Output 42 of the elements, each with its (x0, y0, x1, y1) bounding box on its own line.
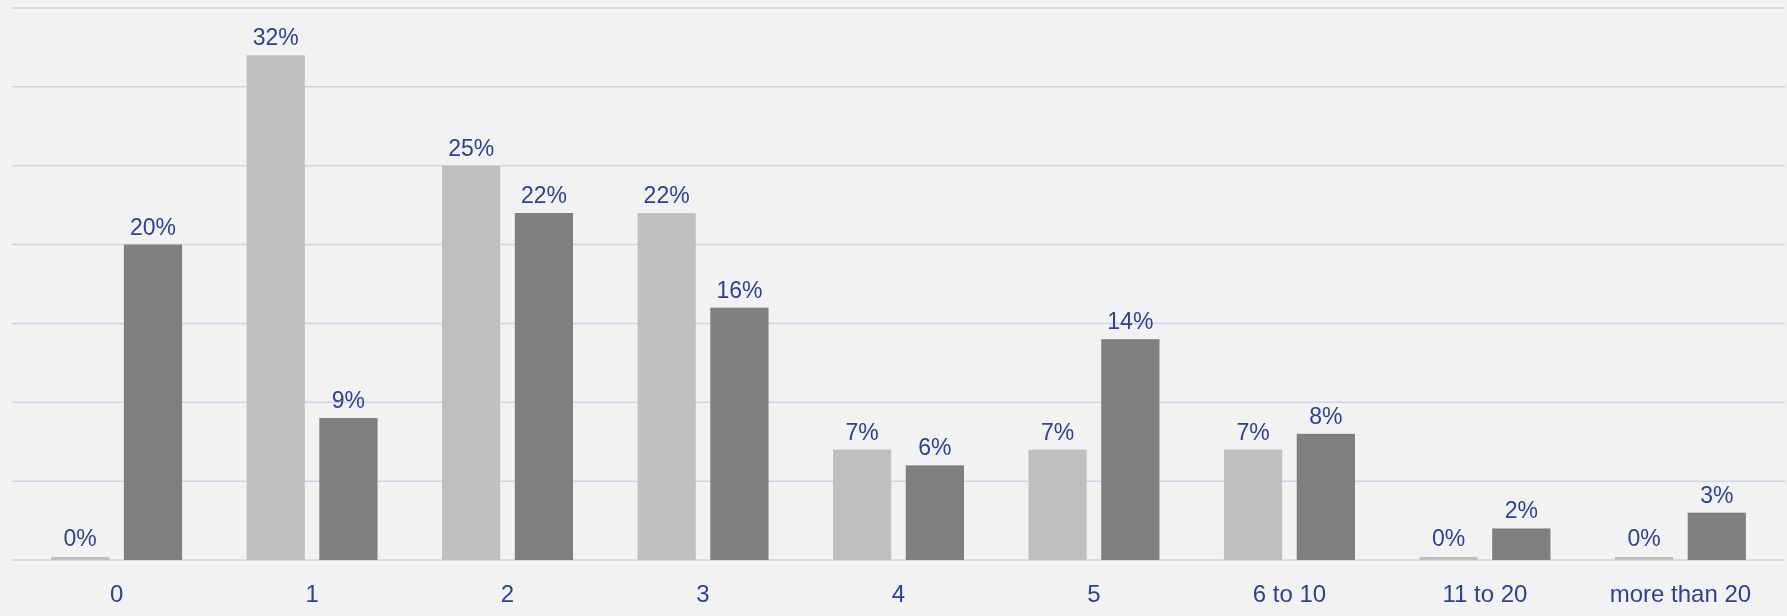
bar (710, 307, 769, 560)
data-label: 2% (1504, 497, 1538, 524)
data-label: 8% (1309, 402, 1343, 429)
bar (1296, 433, 1355, 560)
x-tick-label: more than 20 (1609, 580, 1752, 607)
data-label: 0% (63, 525, 97, 551)
data-label: 7% (1236, 418, 1270, 445)
data-label: 9% (331, 387, 366, 414)
data-label: 25% (448, 134, 495, 161)
x-tick-label: 1 (305, 580, 319, 607)
data-label: 20% (129, 213, 176, 240)
data-label: 7% (845, 418, 879, 445)
data-label: 3% (1700, 481, 1734, 508)
x-tick-label: 6 to 10 (1252, 580, 1327, 607)
data-label: 0% (1431, 525, 1466, 551)
data-label: 16% (716, 276, 763, 303)
bar (442, 165, 501, 560)
x-tick-label: 0 (109, 580, 124, 607)
data-label: 14% (1107, 308, 1154, 335)
x-tick-label: 11 to 20 (1442, 580, 1528, 607)
bar (246, 55, 305, 560)
bar (1687, 512, 1746, 560)
x-tick-label: 2 (500, 580, 515, 607)
x-tick-label: 5 (1087, 580, 1101, 607)
bar (1492, 528, 1551, 560)
bar (1223, 449, 1283, 560)
bar (319, 418, 378, 560)
x-tick-label: 4 (891, 580, 906, 607)
bar (514, 213, 574, 560)
bar (1028, 449, 1087, 560)
data-label: 32% (252, 24, 299, 51)
bar (833, 449, 892, 560)
x-tick-label: 3 (696, 580, 710, 607)
bar (1101, 339, 1160, 560)
data-label: 22% (643, 182, 690, 209)
bar (123, 244, 183, 560)
data-label: 7% (1040, 418, 1075, 445)
data-label: 0% (1627, 525, 1661, 551)
bar (637, 213, 696, 560)
data-label: 6% (918, 434, 952, 461)
data-label: 22% (520, 182, 567, 209)
bar (905, 465, 964, 560)
